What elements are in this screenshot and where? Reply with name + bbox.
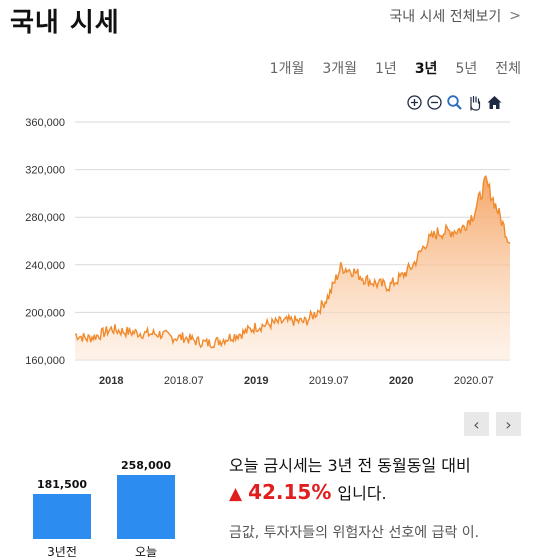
bar-value-3y-ago: 181,500	[36, 477, 88, 491]
y-tick-label: 320,000	[25, 165, 65, 177]
summary-text: 오늘 금시세는 3년 전 동월동일 대비	[229, 456, 471, 475]
home-icon[interactable]	[486, 94, 503, 111]
page-title: 국내 시세	[10, 8, 120, 38]
y-tick-label: 200,000	[25, 307, 65, 319]
bar-3y-ago	[33, 493, 91, 539]
tab-3m[interactable]: 3개월	[322, 61, 358, 77]
chevron-right-icon: >	[509, 8, 521, 24]
comparison-bar-chart: 181,500 258,000 3년전 오늘	[20, 455, 195, 559]
y-tick-label: 160,000	[25, 355, 65, 367]
prev-button[interactable]: ‹	[464, 412, 489, 436]
price-area-chart: 360,000 320,000 280,000 240,000 200,000 160,0…	[25, 117, 511, 387]
headline-link[interactable]: 금값, 투자자들의 위험자산 선호에 급락 이.	[229, 525, 480, 541]
x-tick-label: 2018	[99, 375, 123, 387]
x-tick-label: 2019.07	[309, 375, 349, 387]
tab-1y[interactable]: 1년	[375, 61, 397, 77]
bar-label-today: 오늘	[134, 545, 158, 559]
y-tick-label: 280,000	[25, 212, 65, 224]
chart-toolbar	[406, 94, 503, 111]
price-area	[75, 176, 510, 360]
magnify-icon[interactable]	[446, 94, 463, 111]
summary-change: ▲ 42.15% 입니다.	[229, 480, 387, 504]
zoom-out-icon[interactable]	[426, 94, 443, 111]
next-button[interactable]: ›	[496, 412, 521, 436]
bar-value-today: 258,000	[120, 459, 172, 472]
y-tick-label: 360,000	[25, 117, 65, 129]
change-percent: 42.15%	[248, 480, 332, 504]
bar-today	[117, 475, 175, 539]
up-arrow-icon: ▲	[229, 484, 243, 504]
summary-suffix: 입니다.	[337, 484, 387, 503]
x-tick-label: 2018.07	[164, 375, 204, 387]
x-tick-label: 2020	[389, 375, 413, 387]
x-tick-label: 2020.07	[454, 375, 494, 387]
view-all-label: 국내 시세 전체보기	[389, 9, 502, 25]
tab-3y[interactable]: 3년	[414, 61, 438, 77]
price-line	[74, 175, 511, 349]
bar-label-3y-ago: 3년전	[47, 545, 77, 559]
tab-5y[interactable]: 5년	[455, 61, 478, 77]
zoom-in-icon[interactable]	[406, 94, 423, 111]
view-all-link[interactable]: 국내 시세 전체보기 >	[389, 6, 521, 26]
period-tabs: 1개월 3개월 1년 3년 5년 전체	[270, 58, 521, 78]
tab-1m[interactable]: 1개월	[269, 61, 305, 77]
hand-pan-icon[interactable]	[466, 94, 483, 111]
tab-all[interactable]: 전체	[495, 61, 521, 77]
x-tick-label: 2019	[244, 375, 268, 387]
y-tick-label: 240,000	[25, 260, 65, 272]
